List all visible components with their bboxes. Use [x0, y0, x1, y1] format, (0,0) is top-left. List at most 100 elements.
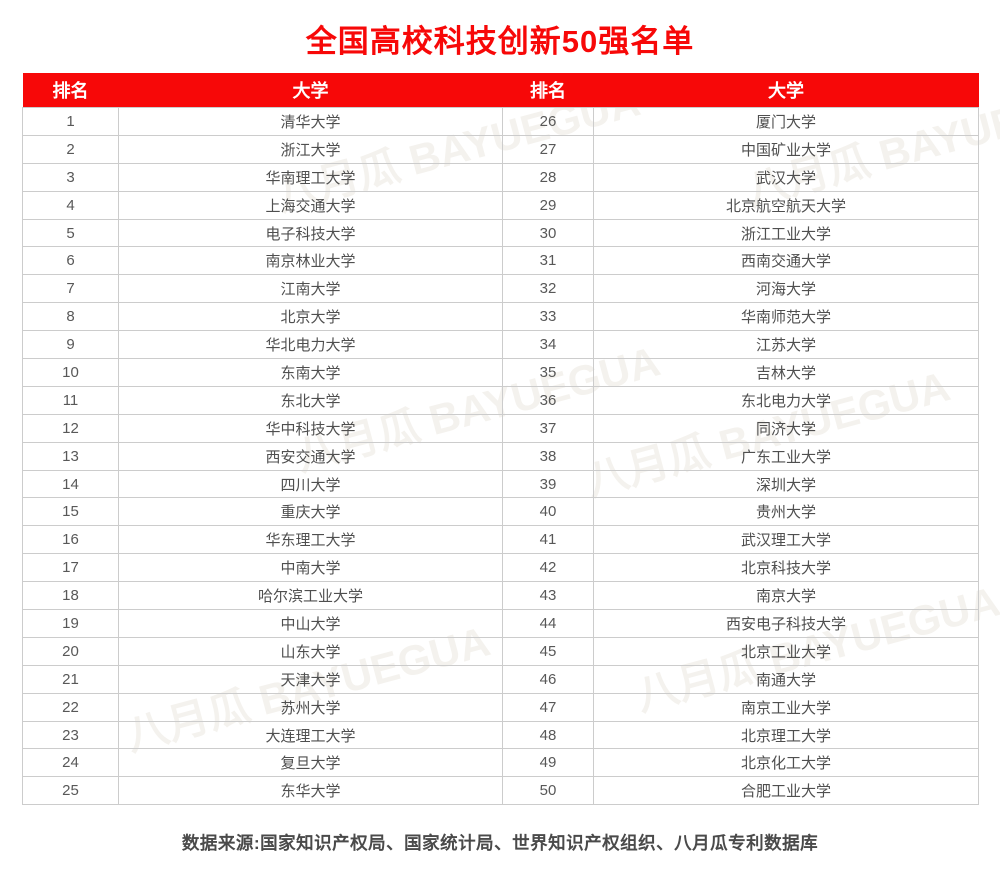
rank-cell: 35	[502, 358, 594, 387]
university-cell: 华中科技大学	[118, 413, 503, 443]
university-cell: 电子科技大学	[118, 218, 503, 248]
table-row: 13 西安交通大学 38 广东工业大学	[22, 441, 979, 471]
rank-cell: 20	[22, 636, 119, 666]
rank-cell: 42	[502, 553, 594, 583]
rank-cell: 45	[502, 636, 594, 666]
university-cell: 广东工业大学	[593, 441, 979, 471]
rank-cell: 22	[22, 692, 119, 722]
table-row: 15 重庆大学 40 贵州大学	[22, 497, 979, 527]
rank-cell: 49	[502, 748, 594, 778]
university-cell: 大连理工大学	[118, 720, 503, 750]
rank-cell: 15	[22, 497, 119, 527]
university-cell: 贵州大学	[593, 497, 979, 527]
table-header: 排名 大学 排名 大学	[22, 73, 979, 108]
table-row: 2 浙江大学 27 中国矿业大学	[22, 134, 979, 164]
table-row: 14 四川大学 39 深圳大学	[22, 469, 979, 499]
university-cell: 四川大学	[118, 469, 503, 499]
rank-cell: 48	[502, 720, 594, 750]
table-row: 5 电子科技大学 30 浙江工业大学	[22, 218, 979, 248]
rank-cell: 38	[502, 441, 594, 471]
table-row: 20 山东大学 45 北京工业大学	[22, 636, 979, 666]
university-cell: 南京工业大学	[593, 692, 979, 722]
table-row: 12 华中科技大学 37 同济大学	[22, 413, 979, 443]
university-cell: 哈尔滨工业大学	[118, 581, 503, 611]
rank-cell: 30	[502, 218, 594, 248]
university-cell: 东华大学	[118, 776, 503, 806]
rank-cell: 19	[22, 609, 119, 638]
rank-cell: 37	[502, 413, 594, 443]
rank-cell: 40	[502, 497, 594, 527]
university-cell: 南通大学	[593, 664, 979, 694]
university-cell: 江苏大学	[593, 330, 979, 360]
rank-cell: 3	[22, 162, 119, 192]
rank-cell: 4	[22, 190, 119, 220]
rank-cell: 50	[502, 776, 594, 806]
table-body: 1 清华大学 26 厦门大学 2 浙江大学 27 中国矿业大学 3 华南理工大学 28 武汉大学 4 上海…	[22, 107, 979, 806]
table-row: 22 苏州大学 47 南京工业大学	[22, 692, 979, 722]
rank-cell: 10	[22, 358, 119, 387]
university-cell: 北京工业大学	[593, 636, 979, 666]
rank-cell: 33	[502, 302, 594, 332]
rank-cell: 21	[22, 664, 119, 694]
rank-cell: 44	[502, 609, 594, 638]
university-cell: 武汉理工大学	[593, 525, 979, 555]
rank-cell: 27	[502, 134, 594, 164]
university-cell: 苏州大学	[118, 692, 503, 722]
university-cell: 北京航空航天大学	[593, 190, 979, 220]
table-row: 19 中山大学 44 西安电子科技大学	[22, 609, 979, 638]
university-cell: 同济大学	[593, 413, 979, 443]
rank-cell: 47	[502, 692, 594, 722]
page-title: 全国高校科技创新50强名单	[305, 24, 695, 59]
university-cell: 重庆大学	[118, 497, 503, 527]
table-header-row: 排名 大学 排名 大学	[22, 73, 979, 108]
university-cell: 山东大学	[118, 636, 503, 666]
rank-cell: 8	[22, 302, 119, 332]
rank-cell: 28	[502, 162, 594, 192]
rank-cell: 29	[502, 190, 594, 220]
rank-column-header: 排名	[22, 73, 119, 108]
university-cell: 北京理工大学	[593, 720, 979, 750]
university-cell: 东北电力大学	[593, 385, 979, 415]
university-column-header: 大学	[593, 73, 979, 108]
table-row: 8 北京大学 33 华南师范大学	[22, 302, 979, 332]
university-cell: 北京科技大学	[593, 553, 979, 583]
rank-cell: 26	[502, 107, 594, 136]
rank-cell: 43	[502, 581, 594, 611]
university-cell: 天津大学	[118, 664, 503, 694]
rank-cell: 18	[22, 581, 119, 611]
university-cell: 南京林业大学	[118, 246, 503, 276]
table-row: 24 复旦大学 49 北京化工大学	[22, 748, 979, 778]
university-cell: 浙江工业大学	[593, 218, 979, 248]
university-cell: 西安电子科技大学	[593, 609, 979, 638]
university-cell: 中南大学	[118, 553, 503, 583]
rank-cell: 46	[502, 664, 594, 694]
university-cell: 清华大学	[118, 107, 503, 136]
table-row: 25 东华大学 50 合肥工业大学	[22, 776, 979, 806]
university-cell: 武汉大学	[593, 162, 979, 192]
rank-cell: 13	[22, 441, 119, 471]
rank-cell: 31	[502, 246, 594, 276]
table-row: 21 天津大学 46 南通大学	[22, 664, 979, 694]
university-cell: 浙江大学	[118, 134, 503, 164]
rank-cell: 25	[22, 776, 119, 806]
rank-cell: 5	[22, 218, 119, 248]
rank-column-header: 排名	[502, 73, 594, 108]
ranking-table: 排名 大学 排名 大学 1 清华大学 26 厦门大学 2 浙江大学 27 中国矿业大学 3 华南理工大学…	[22, 73, 979, 806]
rank-cell: 36	[502, 385, 594, 415]
table-row: 23 大连理工大学 48 北京理工大学	[22, 720, 979, 750]
rank-cell: 1	[22, 107, 119, 136]
table-row: 6 南京林业大学 31 西南交通大学	[22, 246, 979, 276]
university-cell: 北京化工大学	[593, 748, 979, 778]
university-cell: 华北电力大学	[118, 330, 503, 360]
table-row: 9 华北电力大学 34 江苏大学	[22, 330, 979, 360]
rank-cell: 16	[22, 525, 119, 555]
university-cell: 华南师范大学	[593, 302, 979, 332]
university-cell: 华南理工大学	[118, 162, 503, 192]
rank-cell: 34	[502, 330, 594, 360]
table-row: 17 中南大学 42 北京科技大学	[22, 553, 979, 583]
university-cell: 中国矿业大学	[593, 134, 979, 164]
university-cell: 西南交通大学	[593, 246, 979, 276]
university-cell: 河海大学	[593, 274, 979, 304]
rank-cell: 11	[22, 385, 119, 415]
university-cell: 东南大学	[118, 358, 503, 387]
